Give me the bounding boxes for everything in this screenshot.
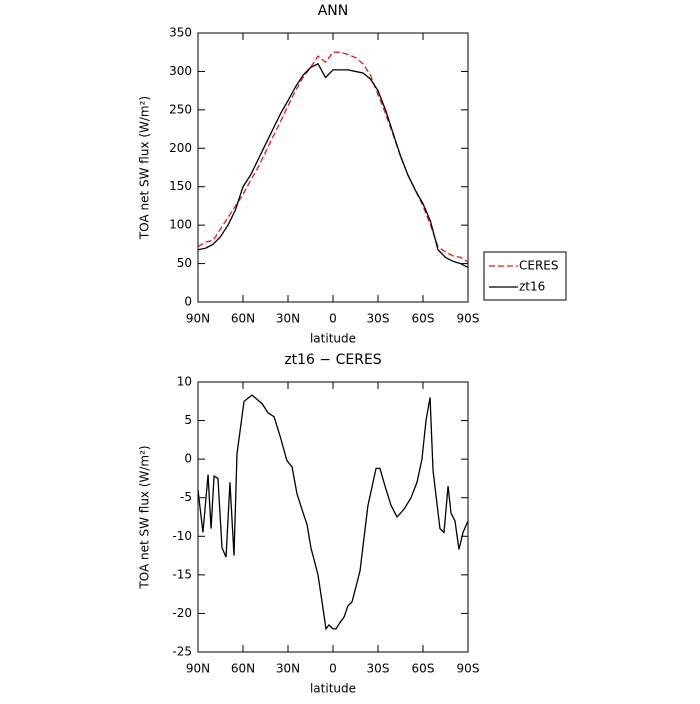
x-tick-label: 90N <box>186 662 210 676</box>
x-axis-label: latitude <box>310 682 356 696</box>
y-tick-label: -10 <box>172 529 192 543</box>
y-tick-label: 100 <box>169 218 192 232</box>
x-tick-label: 60S <box>412 662 435 676</box>
chart-title: ANN <box>318 3 349 19</box>
y-tick-label: 300 <box>169 64 192 78</box>
y-tick-label: -20 <box>172 606 192 620</box>
y-tick-label: 10 <box>177 375 192 389</box>
legend-label: CERES <box>519 259 559 273</box>
y-tick-label: 350 <box>169 26 192 40</box>
x-tick-label: 30S <box>367 662 390 676</box>
y-axis-label: TOA net SW flux (W/m²) <box>138 96 152 240</box>
x-tick-label: 0 <box>329 662 337 676</box>
plot-frame <box>197 32 469 303</box>
legend-label: zt16 <box>519 280 545 294</box>
y-axis-label: TOA net SW flux (W/m²) <box>138 445 152 589</box>
y-tick-label: 0 <box>184 452 192 466</box>
x-tick-label: 60N <box>231 662 255 676</box>
plot-frame <box>197 381 469 653</box>
x-tick-label: 90N <box>186 312 210 326</box>
x-axis-label: latitude <box>310 332 356 346</box>
y-tick-label: -15 <box>172 567 192 581</box>
y-tick-label: 0 <box>184 295 192 309</box>
panel: ANN latitude TOA net SW flux (W/m²) 0 50 100 1… <box>138 3 567 346</box>
y-tick-label: 150 <box>169 179 192 193</box>
x-tick-label: 30N <box>276 312 300 326</box>
legend-box <box>483 251 567 301</box>
y-tick-label: 5 <box>184 413 192 427</box>
y-tick-label: 250 <box>169 102 192 116</box>
x-tick-label: 60N <box>231 312 255 326</box>
x-tick-label: 0 <box>329 312 337 326</box>
y-tick-label: 200 <box>169 141 192 155</box>
x-tick-label: 90S <box>457 662 480 676</box>
y-tick-label: 50 <box>177 256 192 270</box>
data-line <box>197 394 469 631</box>
panel: zt16 − CERES latitude TOA net SW flux (W/m… <box>138 352 480 696</box>
x-tick-label: 90S <box>457 312 480 326</box>
y-tick-label: -25 <box>172 645 192 659</box>
x-tick-label: 30N <box>276 662 300 676</box>
x-tick-label: 30S <box>367 312 390 326</box>
y-tick-label: -5 <box>180 490 192 504</box>
data-line <box>197 62 469 268</box>
chart-title: zt16 − CERES <box>284 352 381 368</box>
x-tick-label: 60S <box>412 312 435 326</box>
data-line <box>197 51 469 263</box>
